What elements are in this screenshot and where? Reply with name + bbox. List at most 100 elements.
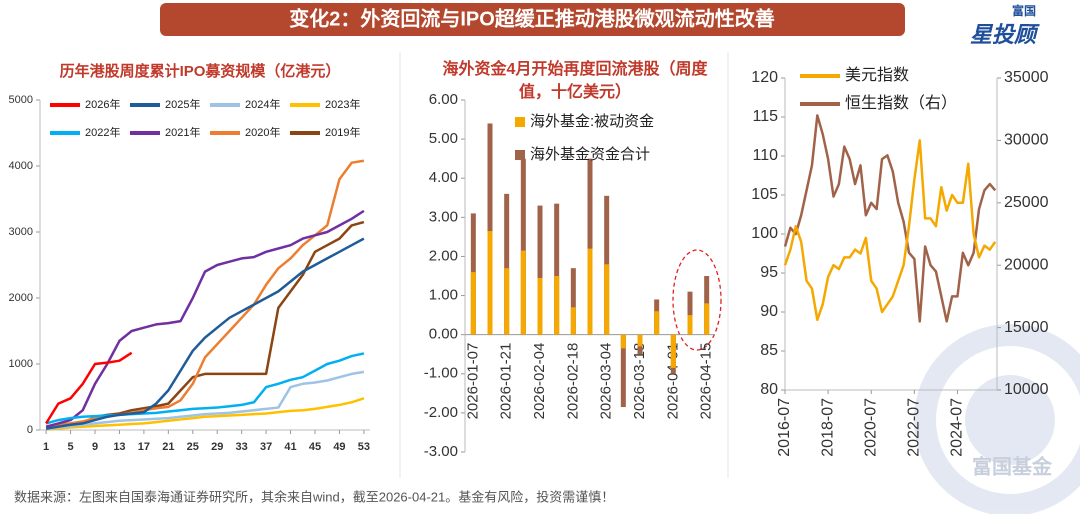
y-tick-label: 2.00 <box>429 247 458 264</box>
legend-label: 2022年 <box>85 125 120 139</box>
footer-source: 数据来源：左图来自国泰海通证券研究所，其余来自wind，截至2026-04-21… <box>14 489 614 504</box>
x-tick-label: 2026-01-21 <box>498 343 515 420</box>
line-series <box>45 370 365 431</box>
bar <box>654 311 660 335</box>
legend-label: 2020年 <box>245 125 280 139</box>
y-tick-label: 5000 <box>9 94 33 106</box>
y-tick-label: -2.00 <box>424 404 458 421</box>
x-tick-label: 1 <box>43 441 49 453</box>
bar <box>554 203 560 335</box>
y-tick-label: 4.00 <box>429 169 458 186</box>
line-series <box>45 209 365 428</box>
legend-label: 2026年 <box>85 97 120 111</box>
line-series <box>45 220 365 430</box>
bar <box>620 334 626 408</box>
header-title: 变化2：外资回流与IPO超缓正推动港股微观流动性改善 <box>289 6 775 30</box>
legend-swatch <box>515 117 525 127</box>
x-tick-label: 37 <box>260 441 272 453</box>
x-tick-label: 33 <box>236 441 248 453</box>
y-tick-label: 1.00 <box>429 287 458 304</box>
x-tick-label: 2018-07 <box>819 398 836 457</box>
bar <box>670 334 676 368</box>
legend-label: 2024年 <box>245 97 280 111</box>
bar <box>487 231 493 335</box>
highlight-ellipse <box>672 249 722 351</box>
x-tick-label: 25 <box>187 441 199 453</box>
y-tick-label: 1000 <box>9 358 33 370</box>
bar <box>587 248 593 335</box>
y-tick-label: 3000 <box>9 226 33 238</box>
bar <box>504 193 510 335</box>
line-series <box>45 159 365 428</box>
bar <box>554 276 560 335</box>
line-series <box>45 352 365 425</box>
y-tick-label: 105 <box>751 186 778 203</box>
x-tick-label: 9 <box>92 441 98 453</box>
y-tick-label: 15000 <box>1004 319 1049 336</box>
y-tick-label: 110 <box>752 147 778 164</box>
x-tick-label: 49 <box>333 441 345 453</box>
y-tick-label: 100 <box>751 225 778 242</box>
y-tick-label: -1.00 <box>424 365 458 382</box>
chart-title: 海外资金4月开始再度回流港股（周度值，十亿美元） <box>442 61 708 101</box>
y-tick-label: 3.00 <box>429 208 458 225</box>
y-tick-label: 20000 <box>1004 256 1049 273</box>
watermark-text: 富国基金 <box>972 454 1053 478</box>
legend-label: 2025年 <box>165 97 200 111</box>
x-tick-label: 2026-03-04 <box>598 343 615 420</box>
x-tick-label: 2026-02-04 <box>531 343 548 420</box>
x-tick-label: 5 <box>67 441 73 453</box>
x-tick-label: 2026-03-18 <box>631 343 648 420</box>
y-tick-label: 95 <box>760 264 778 281</box>
bar <box>520 250 526 335</box>
bar <box>687 291 693 335</box>
x-tick-label: 29 <box>211 441 223 453</box>
bar <box>537 277 543 335</box>
legend-label: 海外基金:被动资金 <box>530 113 654 130</box>
y-tick-label: -3.00 <box>424 443 458 460</box>
legend-label: 海外基金资金合计 <box>530 146 650 163</box>
y-tick-label: 5.00 <box>429 130 458 147</box>
x-tick-label: 2026-02-18 <box>564 343 581 420</box>
legend-label: 美元指数 <box>845 66 909 84</box>
bar <box>704 303 710 335</box>
y-tick-label: 2000 <box>9 292 33 304</box>
legend-label: 2023年 <box>325 97 360 111</box>
line-series <box>45 237 365 430</box>
y-tick-label: 4000 <box>9 160 33 172</box>
bar <box>570 307 576 335</box>
y-tick-label: 90 <box>760 303 778 320</box>
x-tick-label: 45 <box>309 441 321 453</box>
bar <box>470 272 476 335</box>
x-tick-label: 53 <box>358 441 370 453</box>
bar <box>504 268 510 335</box>
bar <box>537 205 543 335</box>
logo-small: 富国 <box>1012 3 1036 18</box>
x-tick-label: 2026-04-15 <box>698 343 715 420</box>
legend-label: 2019年 <box>325 125 360 139</box>
y-tick-label: 10000 <box>1004 381 1049 398</box>
header-banner <box>160 3 905 36</box>
watermark-dot <box>965 375 1055 465</box>
bar <box>520 158 526 335</box>
y-tick-label: 30000 <box>1004 132 1049 149</box>
x-tick-label: 2020-07 <box>862 398 879 457</box>
chart-title: 历年港股周度累计IPO募资规模（亿港元） <box>60 62 341 80</box>
y-tick-label: 120 <box>751 69 778 86</box>
x-tick-label: 2024-07 <box>949 398 966 457</box>
logo-main: 星投顾 <box>970 22 1040 47</box>
x-tick-label: 13 <box>113 441 125 453</box>
bar <box>604 264 610 335</box>
y-tick-label: 80 <box>760 381 778 398</box>
y-tick-label: 35000 <box>1004 69 1049 86</box>
legend-label: 2021年 <box>165 125 200 139</box>
line-series <box>783 114 997 323</box>
bar <box>487 123 493 335</box>
line-series <box>783 139 997 322</box>
y-tick-label: 0 <box>27 424 33 436</box>
y-tick-label: 0.00 <box>429 326 458 343</box>
bar <box>687 315 693 335</box>
bar <box>620 334 626 349</box>
